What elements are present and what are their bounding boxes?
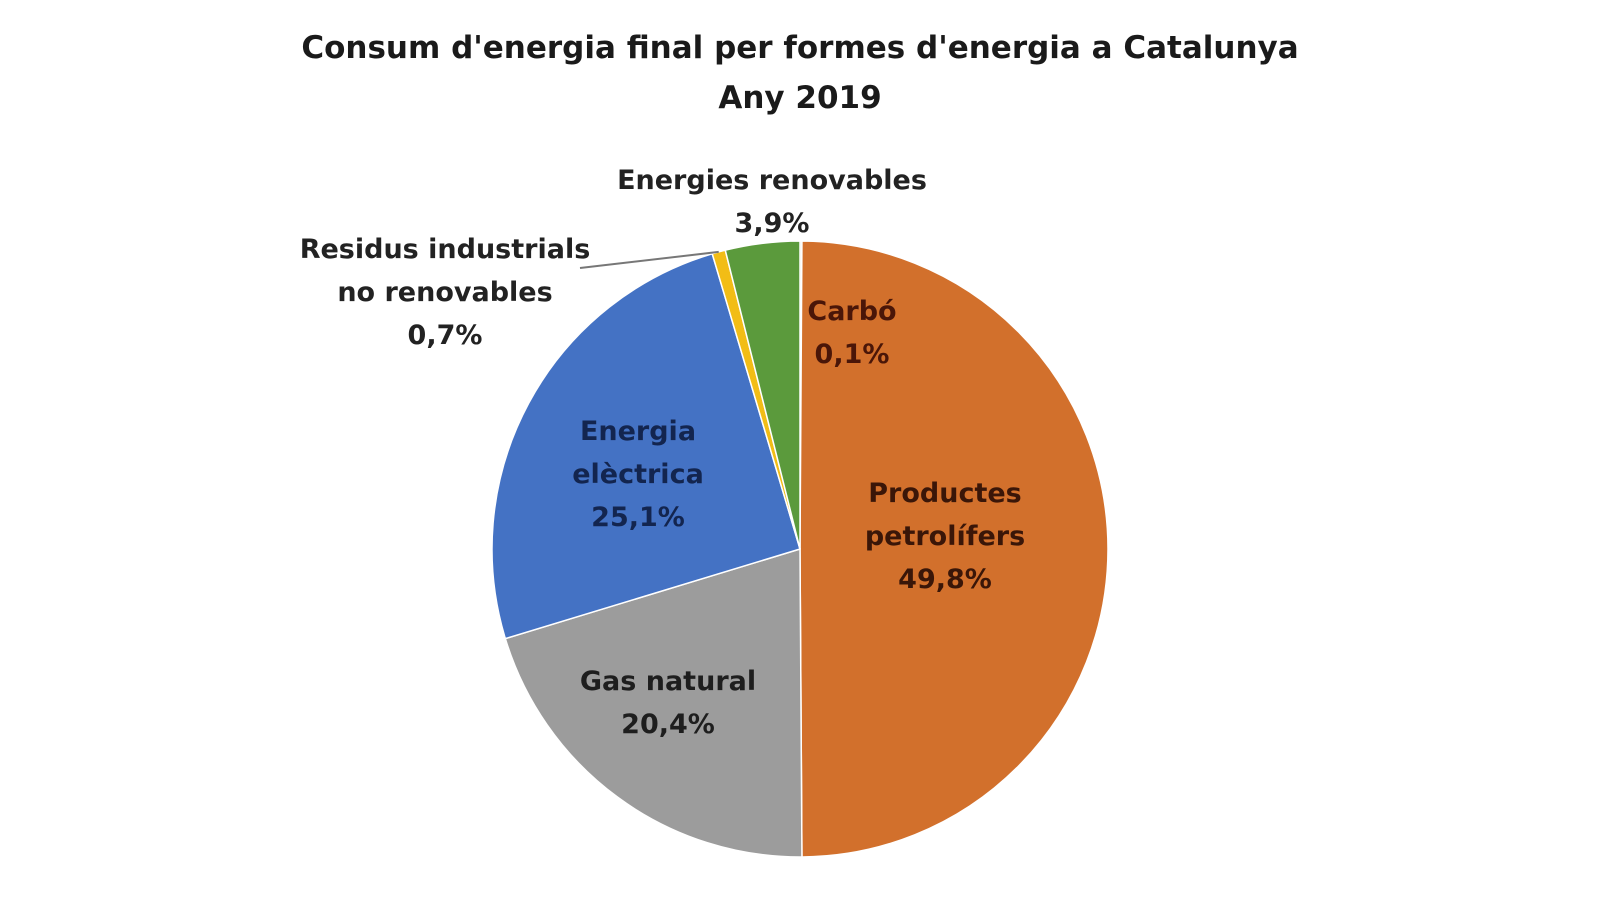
slice-label: Gas natural [580, 666, 756, 697]
slice-value-label: 0,1% [815, 339, 890, 370]
slice-value-label: 3,9% [735, 208, 810, 239]
pie-slice [491, 252, 801, 640]
leader-line [579, 250, 719, 269]
slice-label: Carbó [807, 296, 896, 327]
slice-label: no renovables [337, 277, 552, 308]
slice-value-label: 25,1% [591, 502, 685, 533]
slice-value-label: 49,8% [898, 564, 992, 595]
slice-label: Productes [868, 478, 1022, 509]
pie-slice [504, 547, 803, 858]
slice-label: Energies renovables [617, 165, 927, 196]
chart-subtitle: Any 2019 [718, 80, 881, 116]
slice-label: Residus industrials [300, 234, 591, 265]
slice-value-label: 20,4% [621, 709, 715, 740]
pie-slice [799, 240, 1109, 858]
slice-label: Energia [580, 416, 696, 447]
slice-label: elèctrica [572, 459, 704, 490]
chart-title: Consum d'energia final per formes d'ener… [301, 30, 1298, 66]
pie-slice [724, 240, 801, 550]
slice-value-label: 0,7% [408, 320, 483, 351]
slice-label: petrolífers [865, 521, 1025, 552]
